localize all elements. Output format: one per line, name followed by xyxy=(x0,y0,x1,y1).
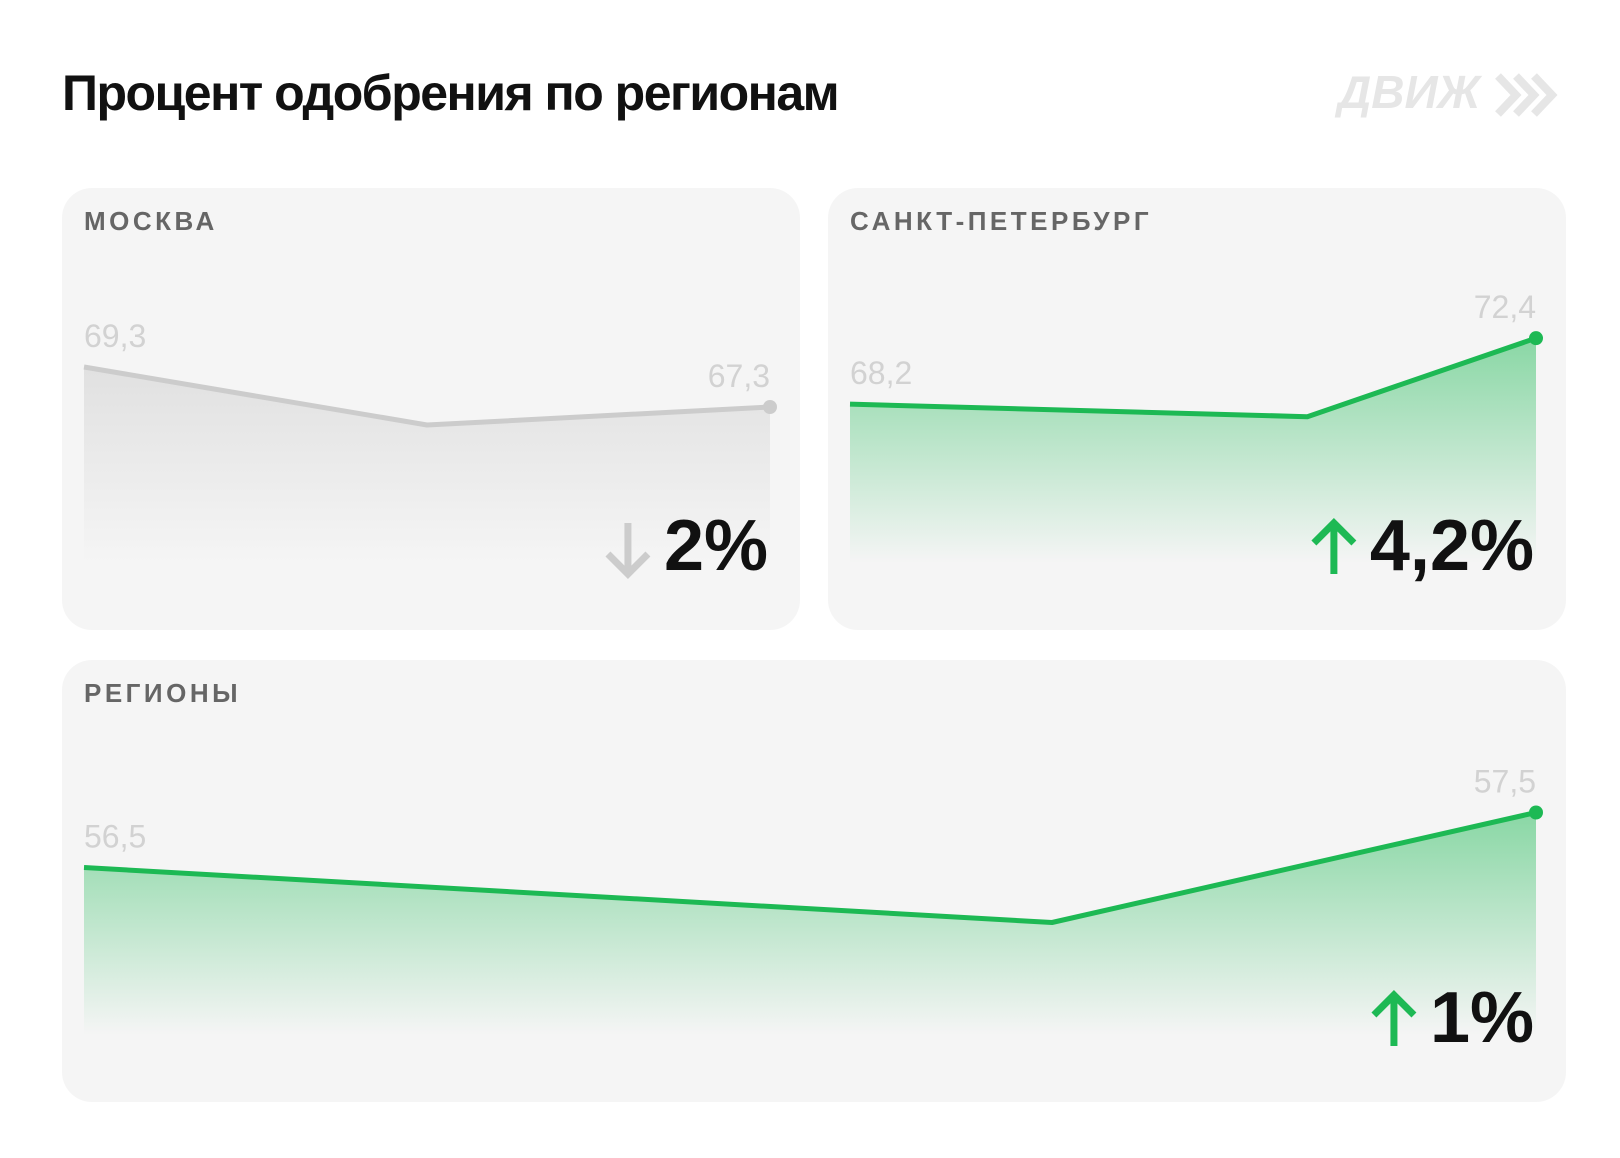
card: РЕГИОНЫ 56,5 57,5 1% xyxy=(62,660,1566,1102)
direction-arrow xyxy=(1311,518,1357,574)
end-point xyxy=(763,400,777,414)
logo-text: ДВИЖ xyxy=(1334,66,1483,118)
chart: РЕГИОНЫ 56,5 57,5 1% xyxy=(83,678,1543,1058)
delta: 1% xyxy=(1430,978,1534,1058)
card-title: МОСКВА xyxy=(84,206,218,236)
line xyxy=(83,364,771,428)
card-title: РЕГИОНЫ xyxy=(84,678,241,708)
card: МОСКВА 69,3 67,3 2% xyxy=(62,188,800,630)
value-label: 68,2 xyxy=(850,355,912,391)
value-label: 57,5 xyxy=(1474,764,1536,800)
area xyxy=(850,338,1536,563)
area xyxy=(84,812,1536,1035)
chart: САНКТ-ПЕТЕРБУРГ 68,2 72,4 4,2% xyxy=(849,206,1543,586)
line xyxy=(849,335,1537,420)
value-label: 67,3 xyxy=(708,358,770,394)
value-label: 69,3 xyxy=(84,318,146,354)
page-title: Процент одобрения по регионам xyxy=(62,65,840,121)
value-label: 72,4 xyxy=(1474,289,1536,325)
card: САНКТ-ПЕТЕРБУРГ 68,2 72,4 4,2% xyxy=(828,188,1566,630)
card-title: САНКТ-ПЕТЕРБУРГ xyxy=(850,206,1152,236)
chart: МОСКВА 69,3 67,3 2% xyxy=(83,206,777,586)
direction-arrow xyxy=(605,523,651,579)
logo-chevrons xyxy=(1495,73,1558,117)
logo: ДВИЖ xyxy=(1334,66,1558,118)
delta: 4,2% xyxy=(1370,506,1534,586)
direction-arrow xyxy=(1371,990,1417,1046)
end-point xyxy=(1529,331,1543,346)
end-point xyxy=(1529,805,1543,820)
value-label: 56,5 xyxy=(84,819,146,855)
line xyxy=(83,810,1537,925)
delta: 2% xyxy=(664,506,768,586)
